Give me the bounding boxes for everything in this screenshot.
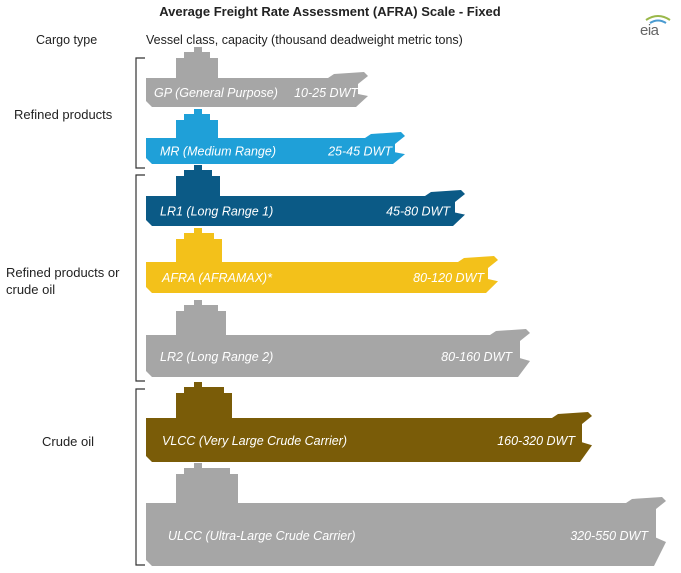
vessel-name-label: GP (General Purpose) [154,86,278,100]
ship-mast-0 [194,47,202,53]
bracket-refined-products [135,57,145,169]
cargo-type-header: Cargo type [36,33,98,47]
vessel-name-label: LR2 (Long Range 2) [160,350,273,364]
diagram-title: Average Freight Rate Assessment (AFRA) S… [159,4,501,19]
vessel-name-label: AFRA (AFRAMAX)* [161,271,273,285]
ship-hull-5 [146,387,592,462]
ship-hull-6 [146,468,666,566]
vessel-capacity-label: 10-25 DWT [294,86,359,100]
bracket-crude-oil [135,388,145,566]
vessel-name-label: VLCC (Very Large Crude Carrier) [162,434,347,448]
ship-mast-2 [194,165,202,171]
eia-logo-text: eia [640,22,659,39]
ship-hull-3 [146,233,498,293]
vessel-name-label: LR1 (Long Range 1) [160,205,273,219]
ship-mast-6 [194,463,202,469]
vessel-capacity-label: 45-80 DWT [386,205,451,219]
vessel-class-header: Vessel class, capacity (thousand deadwei… [146,33,463,47]
vessel-capacity-label: 160-320 DWT [497,434,576,448]
category-refined-products: Refined products [14,107,113,122]
ship-hull-4 [146,305,530,377]
bracket-refined-or-crude [135,174,145,382]
vessel-capacity-label: 80-160 DWT [441,350,513,364]
ship-mast-3 [194,228,202,234]
ship-mast-1 [194,109,202,115]
eia-logo-mark [645,15,671,24]
ship-hull-2 [146,170,465,226]
vessel-capacity-label: 25-45 DWT [327,145,393,159]
eia-logo: eia [640,14,676,40]
ship-mast-5 [194,382,202,388]
ship-mast-4 [194,300,202,306]
vessel-capacity-label: 80-120 DWT [413,271,485,285]
vessel-name-label: MR (Medium Range) [160,145,276,159]
ship-hull-1 [146,114,405,164]
ship-hull-0 [146,52,368,107]
category-refined-or-crude: Refined products or crude oil [6,265,120,297]
category-crude-oil: Crude oil [42,434,95,449]
vessel-name-label: ULCC (Ultra-Large Crude Carrier) [168,529,356,543]
vessel-capacity-label: 320-550 DWT [570,529,649,543]
